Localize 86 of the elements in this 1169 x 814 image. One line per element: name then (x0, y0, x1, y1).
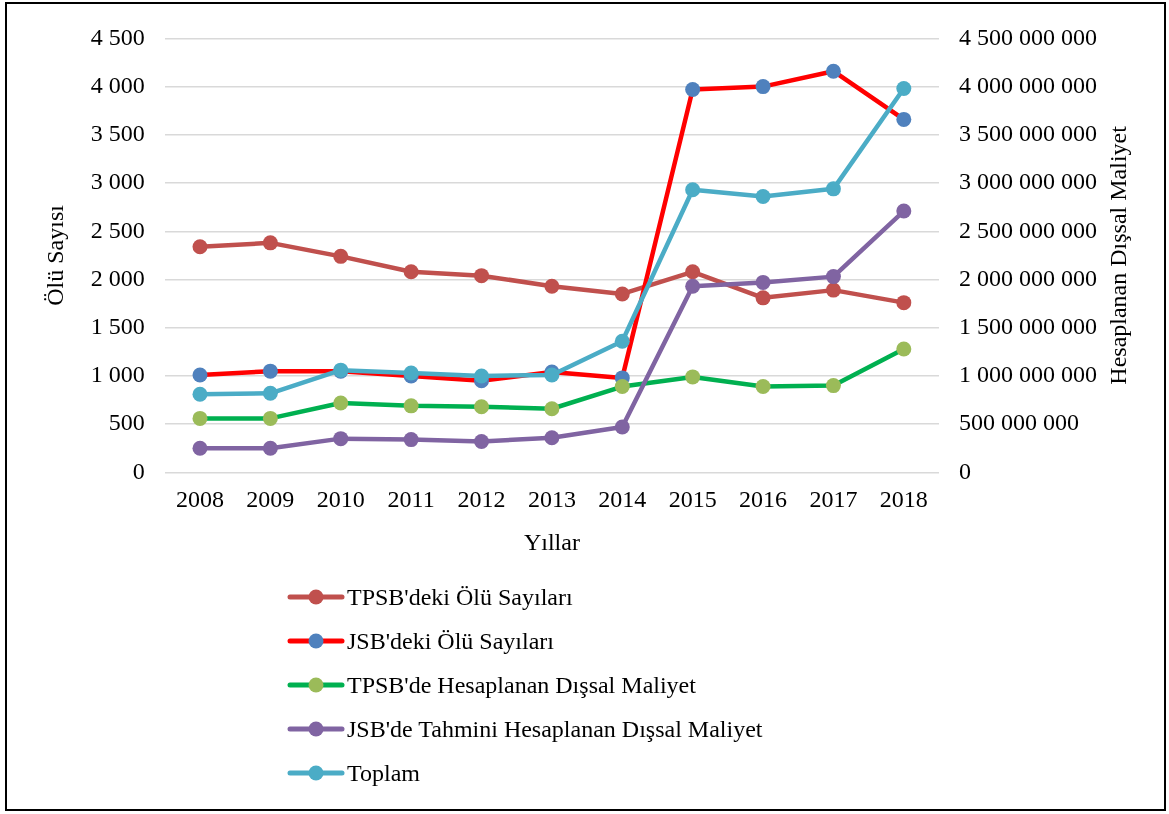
point (896, 295, 912, 311)
y2-tick-label: 1 500 000 000 (959, 313, 1097, 340)
point (825, 282, 841, 298)
point (192, 239, 208, 255)
point (544, 401, 560, 417)
x-tick-label: 2014 (598, 486, 647, 513)
point (403, 264, 419, 280)
point (685, 369, 701, 385)
y2-tick-label: 0 (959, 457, 971, 484)
point (825, 63, 841, 79)
y-tick-label: 1 000 (90, 361, 145, 388)
y2-tick-label: 3 500 000 000 (959, 120, 1097, 147)
y-tick-label: 4 000 (90, 71, 145, 98)
legend-label: Toplam (347, 759, 420, 787)
point (474, 434, 490, 450)
y-tick-label: 500 (108, 409, 145, 436)
x-tick-label: 2008 (175, 486, 224, 513)
y2-tick-label: 2 000 000 000 (959, 264, 1097, 291)
point (825, 181, 841, 197)
x-tick-label: 2011 (387, 486, 435, 513)
point (333, 248, 349, 264)
point (614, 286, 630, 302)
y-axis-title: Ölü Sayısı (41, 204, 68, 306)
x-tick-label: 2013 (527, 486, 576, 513)
y-tick-label: 2 500 (90, 216, 145, 243)
x-tick-label: 2012 (457, 486, 506, 513)
x-tick-label: 2010 (316, 486, 365, 513)
point (474, 368, 490, 384)
point (544, 278, 560, 294)
point (896, 111, 912, 127)
point (333, 395, 349, 411)
legend-label: JSB'de Tahmini Hesaplanan Dışsal Maliyet (347, 715, 763, 743)
y2-tick-label: 4 500 000 000 (959, 23, 1097, 50)
point (403, 398, 419, 414)
point (614, 379, 630, 395)
point (544, 430, 560, 446)
point (755, 274, 771, 290)
point (896, 341, 912, 357)
point (192, 367, 208, 383)
point (474, 399, 490, 415)
legend-label: TPSB'deki Ölü Sayıları (347, 583, 573, 611)
point (614, 419, 630, 435)
point (262, 385, 278, 401)
point (896, 81, 912, 97)
point (685, 264, 701, 280)
y-tick-label: 1 500 (90, 313, 145, 340)
point (755, 379, 771, 395)
point (192, 410, 208, 426)
point (333, 431, 349, 447)
x-tick-label: 2015 (668, 486, 717, 513)
y-tick-label: 0 (132, 457, 145, 484)
point (896, 203, 912, 219)
y2-tick-label: 1 000 000 000 (959, 361, 1097, 388)
point (614, 333, 630, 349)
point (262, 440, 278, 456)
y2-axis-title: Hesaplanan Dışsal Maliyet (1105, 125, 1132, 385)
y2-tick-label: 2 500 000 000 (959, 216, 1097, 243)
point (685, 182, 701, 198)
point (825, 269, 841, 285)
point (262, 235, 278, 251)
x-tick-label: 2016 (739, 486, 788, 513)
point (685, 278, 701, 294)
point (825, 378, 841, 394)
y-tick-label: 3 500 (90, 120, 145, 147)
y2-tick-label: 3 000 000 000 (959, 168, 1097, 195)
point (403, 432, 419, 448)
point (755, 290, 771, 306)
point (755, 189, 771, 205)
x-tick-label: 2017 (809, 486, 858, 513)
y-tick-label: 3 000 (90, 168, 145, 195)
point (685, 82, 701, 98)
y2-tick-label: 500 000 000 (959, 409, 1079, 436)
y-tick-label: 4 500 (90, 23, 145, 50)
y2-tick-label: 4 000 000 000 (959, 71, 1097, 98)
point (474, 268, 490, 284)
legend-label: JSB'deki Ölü Sayıları (347, 627, 554, 655)
y-tick-label: 2 000 (90, 264, 145, 291)
point (262, 363, 278, 379)
x-tick-label: 2018 (879, 486, 928, 513)
point (755, 79, 771, 95)
legend-label: TPSB'de Hesaplanan Dışsal Maliyet (347, 671, 696, 699)
x-axis-title: Yıllar (523, 528, 580, 555)
x-tick-label: 2009 (246, 486, 295, 513)
point (192, 386, 208, 402)
point (192, 440, 208, 456)
point (262, 410, 278, 426)
